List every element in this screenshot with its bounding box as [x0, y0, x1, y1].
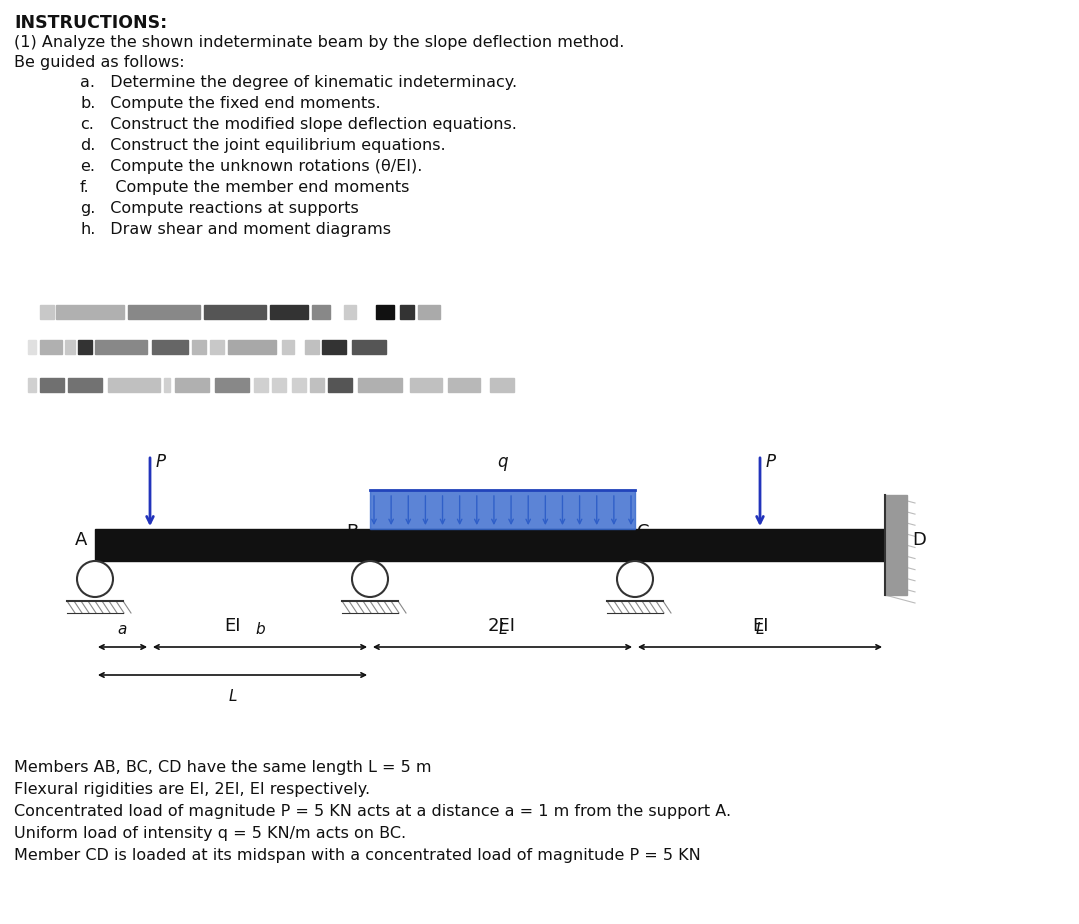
- Text: Compute reactions at supports: Compute reactions at supports: [100, 201, 358, 216]
- Bar: [228, 340, 276, 354]
- Text: d.: d.: [80, 138, 95, 153]
- Bar: [95, 529, 894, 561]
- Text: q: q: [496, 453, 507, 471]
- Text: b: b: [256, 622, 264, 637]
- Text: b.: b.: [80, 96, 95, 111]
- Text: h.: h.: [80, 222, 95, 237]
- Text: Uniform load of intensity q = 5 KN/m acts on BC.: Uniform load of intensity q = 5 KN/m act…: [14, 826, 406, 841]
- Bar: [322, 340, 346, 354]
- Text: P: P: [766, 453, 776, 471]
- Text: Concentrated load of magnitude P = 5 KN acts at a distance a = 1 m from the supp: Concentrated load of magnitude P = 5 KN …: [14, 804, 732, 819]
- Circle shape: [352, 561, 388, 597]
- Bar: [192, 340, 206, 354]
- Bar: [28, 340, 36, 354]
- Bar: [128, 305, 200, 319]
- Circle shape: [77, 561, 113, 597]
- Circle shape: [617, 561, 653, 597]
- Text: Compute the fixed end moments.: Compute the fixed end moments.: [100, 96, 381, 111]
- Bar: [65, 340, 76, 354]
- Text: B: B: [345, 523, 358, 541]
- Bar: [490, 378, 514, 392]
- Text: Construct the modified slope deflection equations.: Construct the modified slope deflection …: [100, 117, 517, 132]
- Text: EI: EI: [752, 617, 768, 635]
- Bar: [400, 305, 414, 319]
- Text: c.: c.: [80, 117, 94, 132]
- Bar: [375, 305, 394, 319]
- Text: Compute the unknown rotations (θ/EI).: Compute the unknown rotations (θ/EI).: [100, 159, 422, 174]
- Bar: [270, 305, 308, 319]
- Bar: [68, 378, 103, 392]
- Bar: [40, 340, 62, 354]
- Text: a: a: [118, 622, 127, 637]
- Bar: [95, 340, 147, 354]
- Bar: [328, 378, 352, 392]
- Bar: [370, 490, 636, 529]
- Bar: [282, 340, 293, 354]
- Text: (1) Analyze the shown indeterminate beam by the slope deflection method.: (1) Analyze the shown indeterminate beam…: [14, 35, 625, 50]
- Bar: [358, 378, 402, 392]
- Text: C: C: [637, 523, 650, 541]
- Bar: [40, 378, 64, 392]
- Text: L: L: [498, 622, 507, 637]
- Text: P: P: [156, 453, 166, 471]
- Text: A: A: [74, 531, 87, 549]
- Bar: [28, 378, 36, 392]
- Bar: [40, 305, 54, 319]
- Text: Be guided as follows:: Be guided as follows:: [14, 55, 185, 70]
- Bar: [885, 495, 907, 595]
- Text: f.: f.: [80, 180, 90, 195]
- Bar: [164, 378, 170, 392]
- Text: a.: a.: [80, 75, 95, 90]
- Bar: [410, 378, 442, 392]
- Bar: [292, 378, 306, 392]
- Bar: [56, 305, 124, 319]
- Bar: [175, 378, 209, 392]
- Text: D: D: [912, 531, 926, 549]
- Text: Construct the joint equilibrium equations.: Construct the joint equilibrium equation…: [100, 138, 446, 153]
- Bar: [305, 340, 319, 354]
- Bar: [310, 378, 324, 392]
- Bar: [254, 378, 268, 392]
- Bar: [210, 340, 224, 354]
- Bar: [215, 378, 249, 392]
- Bar: [272, 378, 286, 392]
- Bar: [312, 305, 330, 319]
- Bar: [152, 340, 188, 354]
- Text: L: L: [755, 622, 764, 637]
- Bar: [78, 340, 92, 354]
- Text: Member CD is loaded at its midspan with a concentrated load of magnitude P = 5 K: Member CD is loaded at its midspan with …: [14, 848, 700, 863]
- Bar: [204, 305, 267, 319]
- Text: g.: g.: [80, 201, 95, 216]
- Bar: [418, 305, 440, 319]
- Text: e.: e.: [80, 159, 95, 174]
- Bar: [352, 340, 386, 354]
- Text: Draw shear and moment diagrams: Draw shear and moment diagrams: [100, 222, 391, 237]
- Text: Determine the degree of kinematic indeterminacy.: Determine the degree of kinematic indete…: [100, 75, 517, 90]
- Text: INSTRUCTIONS:: INSTRUCTIONS:: [14, 14, 167, 32]
- Text: L: L: [229, 689, 236, 704]
- Bar: [344, 305, 356, 319]
- Bar: [448, 378, 480, 392]
- Text: 2EI: 2EI: [488, 617, 516, 635]
- Text: Compute the member end moments: Compute the member end moments: [100, 180, 409, 195]
- Text: Flexural rigidities are EI, 2EI, EI respectively.: Flexural rigidities are EI, 2EI, EI resp…: [14, 782, 370, 797]
- Bar: [108, 378, 160, 392]
- Text: Members AB, BC, CD have the same length L = 5 m: Members AB, BC, CD have the same length …: [14, 760, 432, 775]
- Text: EI: EI: [223, 617, 241, 635]
